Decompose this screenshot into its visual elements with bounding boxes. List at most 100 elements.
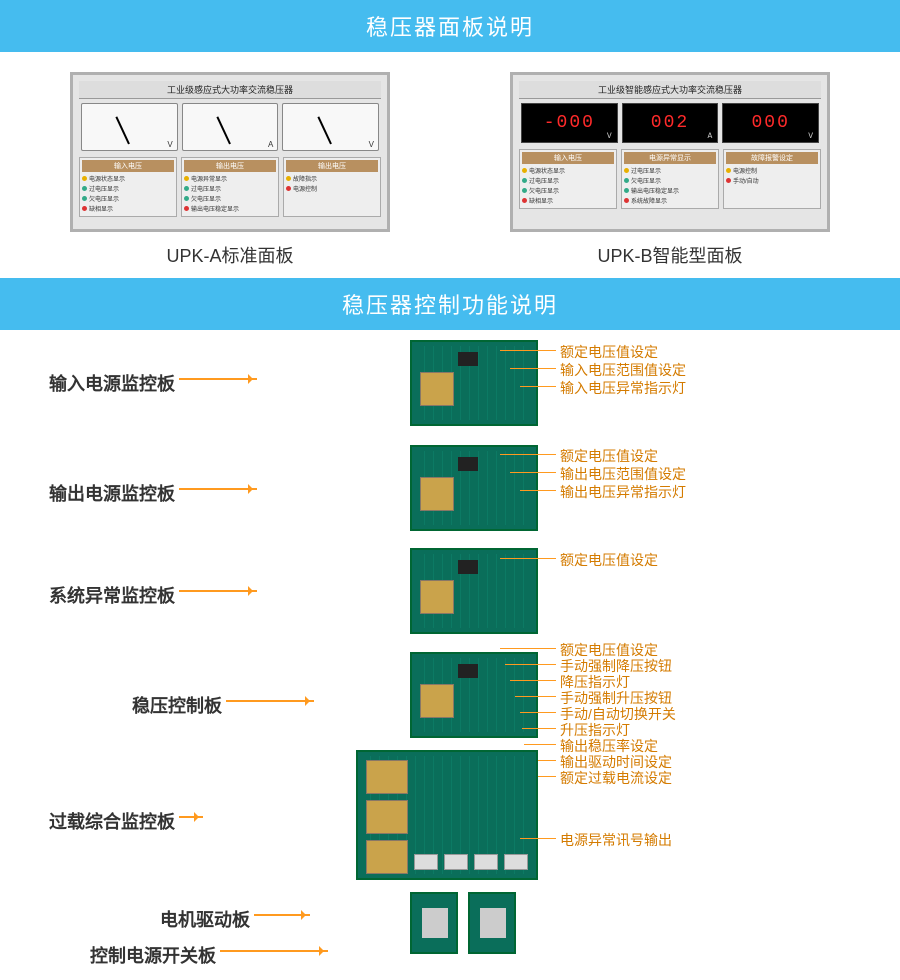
- annotation-line: [500, 558, 556, 559]
- panel-b-title: 工业级智能感应式大功率交流稳压器: [519, 81, 821, 99]
- annotation-line: [520, 712, 556, 713]
- board-label-input-monitor: 输入电源监控板: [49, 370, 175, 396]
- annotation-line: [520, 386, 556, 387]
- meter-value: 000: [751, 113, 789, 133]
- panel-a-device: 工业级感应式大功率交流稳压器 V A V 输入电压 电源状态显示 过电压显示 欠…: [70, 72, 390, 232]
- sub-hdr: 输出电压: [286, 160, 378, 172]
- sub-item: 缺相显示: [89, 204, 113, 213]
- annotation-regulator-control-8: 额定过载电流设定: [560, 768, 672, 788]
- annotation-line: [500, 350, 556, 351]
- pcb-input-monitor: [410, 340, 538, 426]
- meter-unit: V: [369, 140, 374, 149]
- annotation-system-monitor-0: 额定电压值设定: [560, 550, 658, 570]
- sub-col: 输出电压 故障指示 电源控制: [283, 157, 381, 217]
- board-arrow-system-monitor: [179, 590, 257, 592]
- sub-hdr: 故障报警设定: [726, 152, 818, 164]
- pcb-small-motor-drive-0: [410, 892, 458, 954]
- board-arrow-regulator-control: [226, 700, 314, 702]
- analog-meter: A: [182, 103, 279, 151]
- annotation-line: [505, 664, 556, 665]
- annotation-line: [500, 454, 556, 455]
- meter-unit: A: [268, 140, 273, 149]
- board-label-system-monitor: 系统异常监控板: [49, 582, 175, 608]
- analog-meter: V: [81, 103, 178, 151]
- sub-item: 电源控制: [293, 184, 317, 193]
- digital-meter: -000 V: [521, 103, 618, 143]
- digital-meter: 002 A: [622, 103, 719, 143]
- sub-item: 输出电压稳定显示: [191, 204, 239, 213]
- pcb-small-motor-drive-1: [468, 892, 516, 954]
- sub-hdr: 电源异常显示: [624, 152, 716, 164]
- sub-item: 手动/自动: [733, 176, 759, 185]
- sub-item: 缺相显示: [529, 196, 553, 205]
- annotation-output-monitor-0: 额定电压值设定: [560, 446, 658, 466]
- panel-b-device: 工业级智能感应式大功率交流稳压器 -000 V 002 A 000 V 输入电压 电源…: [510, 72, 830, 232]
- annotation-line: [522, 728, 556, 729]
- annotation-line: [510, 368, 556, 369]
- annotation-line: [520, 838, 556, 839]
- panel-b-caption: UPK-B智能型面板: [470, 242, 870, 268]
- board-arrow-overload-monitor: [179, 816, 203, 818]
- section-header-panels: 稳压器面板说明: [0, 0, 900, 52]
- sub-col: 输出电压 电源异常显示 过电压显示 欠电压显示 输出电压稳定显示: [181, 157, 279, 217]
- meter-unit: V: [167, 140, 172, 149]
- sub-item: 过电压显示: [529, 176, 559, 185]
- meter-unit: V: [808, 132, 815, 141]
- sub-col: 输入电压 电源状态显示 过电压显示 欠电压显示 缺相显示: [79, 157, 177, 217]
- sub-item: 过电压显示: [89, 184, 119, 193]
- panel-b-meters: -000 V 002 A 000 V: [519, 99, 821, 147]
- annotation-line: [510, 680, 556, 681]
- pcb-output-monitor: [410, 445, 538, 531]
- sub-item: 欠电压显示: [191, 194, 221, 203]
- panels-row: 工业级感应式大功率交流稳压器 V A V 输入电压 电源状态显示 过电压显示 欠…: [0, 52, 900, 278]
- board-arrow-motor-drive: [254, 914, 310, 916]
- sub-item: 电源状态显示: [529, 166, 565, 175]
- panel-a-subrow: 输入电压 电源状态显示 过电压显示 欠电压显示 缺相显示 输出电压 电源异常显示…: [79, 157, 381, 217]
- panel-a-caption: UPK-A标准面板: [30, 242, 430, 268]
- meter-value: -000: [544, 113, 595, 133]
- sub-item: 电源异常显示: [191, 174, 227, 183]
- boards-diagram: 输入电源监控板额定电压值设定输入电压范围值设定输入电压异常指示灯输出电源监控板额…: [0, 330, 900, 980]
- sub-item: 系统故障显示: [631, 196, 667, 205]
- panel-b-subrow: 输入电压 电源状态显示 过电压显示 欠电压显示 缺相显示 电源异常显示 过电压显…: [519, 149, 821, 209]
- digital-meter: 000 V: [722, 103, 819, 143]
- section-header-boards: 稳压器控制功能说明: [0, 278, 900, 330]
- meter-unit: V: [607, 132, 614, 141]
- board-arrow-output-monitor: [179, 488, 257, 490]
- annotation-input-monitor-0: 额定电压值设定: [560, 342, 658, 362]
- panel-a-title: 工业级感应式大功率交流稳压器: [79, 81, 381, 99]
- sub-item: 过电压显示: [191, 184, 221, 193]
- sub-col: 电源异常显示 过电压显示 欠电压显示 输出电压稳定显示 系统故障显示: [621, 149, 719, 209]
- meter-unit: A: [708, 132, 715, 141]
- panel-a-col: 工业级感应式大功率交流稳压器 V A V 输入电压 电源状态显示 过电压显示 欠…: [30, 72, 430, 268]
- annotation-line: [500, 648, 556, 649]
- annotation-overload-monitor-0: 电源异常讯号输出: [560, 830, 672, 850]
- sub-hdr: 输出电压: [184, 160, 276, 172]
- annotation-output-monitor-1: 输出电压范围值设定: [560, 464, 686, 484]
- sub-hdr: 输入电压: [522, 152, 614, 164]
- sub-item: 欠电压显示: [89, 194, 119, 203]
- meter-value: 002: [651, 113, 689, 133]
- annotation-line: [510, 472, 556, 473]
- sub-item: 故障指示: [293, 174, 317, 183]
- board-label-overload-monitor: 过载综合监控板: [49, 808, 175, 834]
- board-arrow-psu-switch: [220, 950, 328, 952]
- annotation-input-monitor-1: 输入电压范围值设定: [560, 360, 686, 380]
- annotation-output-monitor-2: 输出电压异常指示灯: [560, 482, 686, 502]
- board-label-motor-drive: 电机驱动板: [160, 906, 250, 932]
- board-label-psu-switch: 控制电源开关板: [90, 942, 216, 968]
- sub-item: 输出电压稳定显示: [631, 186, 679, 195]
- board-label-output-monitor: 输出电源监控板: [49, 480, 175, 506]
- pcb-overload-monitor: [356, 750, 538, 880]
- annotation-input-monitor-2: 输入电压异常指示灯: [560, 378, 686, 398]
- annotation-line: [524, 744, 556, 745]
- board-arrow-input-monitor: [179, 378, 257, 380]
- sub-item: 过电压显示: [631, 166, 661, 175]
- sub-item: 电源控制: [733, 166, 757, 175]
- sub-col: 输入电压 电源状态显示 过电压显示 欠电压显示 缺相显示: [519, 149, 617, 209]
- sub-item: 电源状态显示: [89, 174, 125, 183]
- annotation-line: [520, 490, 556, 491]
- board-label-regulator-control: 稳压控制板: [132, 692, 222, 718]
- panel-a-meters: V A V: [79, 99, 381, 155]
- sub-item: 欠电压显示: [631, 176, 661, 185]
